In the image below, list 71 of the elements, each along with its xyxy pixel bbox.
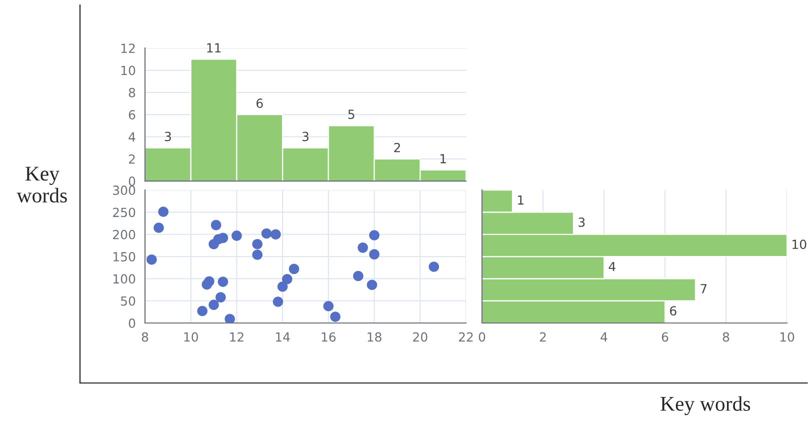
data-label: 11 bbox=[207, 43, 221, 52]
point bbox=[270, 229, 281, 240]
y-tick-label: 100 bbox=[113, 274, 136, 284]
point bbox=[204, 276, 214, 286]
point bbox=[154, 222, 164, 233]
x-tick-label: 14 bbox=[276, 332, 290, 342]
x-tick-label: 10 bbox=[184, 332, 198, 342]
y-tick-label: 50 bbox=[121, 296, 136, 306]
point bbox=[277, 282, 288, 292]
x-tick-label: 10 bbox=[780, 332, 794, 342]
x-tick-label: 8 bbox=[722, 332, 730, 342]
y-tick-label: 4 bbox=[128, 132, 136, 142]
point bbox=[197, 306, 208, 316]
x-tick-label: 16 bbox=[322, 332, 336, 342]
data-label: 6 bbox=[670, 306, 676, 316]
point bbox=[252, 250, 262, 260]
point bbox=[208, 300, 219, 310]
point bbox=[428, 262, 440, 272]
point bbox=[353, 270, 364, 282]
point bbox=[261, 228, 272, 239]
data-label: 2 bbox=[394, 142, 400, 152]
data-label: 3 bbox=[578, 217, 585, 227]
x-tick-label: 0 bbox=[478, 332, 486, 342]
point bbox=[288, 264, 300, 274]
point bbox=[158, 206, 168, 217]
x-tick-label: 22 bbox=[458, 332, 473, 342]
y-tick-label: 300 bbox=[113, 186, 136, 195]
x-tick-label: 6 bbox=[662, 332, 668, 342]
y-tick-label: 10 bbox=[121, 66, 136, 76]
x-tick-label: 12 bbox=[230, 332, 244, 342]
y-tick-label: 0 bbox=[128, 318, 136, 328]
point bbox=[232, 230, 242, 241]
x-tick-label: 18 bbox=[368, 332, 382, 342]
point bbox=[323, 301, 334, 312]
point bbox=[216, 292, 226, 302]
data-label: 6 bbox=[256, 98, 263, 108]
y-tick-label: 8 bbox=[128, 88, 136, 98]
point bbox=[252, 238, 262, 250]
point bbox=[218, 276, 228, 287]
point bbox=[358, 242, 368, 253]
y-tick-label: 200 bbox=[113, 230, 136, 240]
data-label: 7 bbox=[700, 284, 707, 294]
point bbox=[330, 312, 340, 322]
point bbox=[210, 220, 222, 230]
point bbox=[366, 280, 378, 290]
text: Key words bbox=[660, 396, 750, 416]
x-tick-label: 20 bbox=[413, 332, 428, 342]
y-tick-label: 250 bbox=[113, 208, 136, 218]
data-label: 3 bbox=[164, 132, 171, 142]
y-tick-label: 150 bbox=[113, 252, 136, 262]
point bbox=[369, 249, 380, 260]
x-tick-label: 4 bbox=[600, 332, 608, 342]
y-tick-label: 6 bbox=[128, 110, 136, 120]
data-label: 1 bbox=[440, 154, 446, 164]
x-tick-label: 2 bbox=[540, 332, 546, 342]
data-label: 10 bbox=[792, 240, 806, 250]
data-label: 1 bbox=[518, 195, 524, 205]
data-label: 3 bbox=[302, 132, 308, 142]
text: Key words bbox=[16, 166, 67, 203]
data-label: 4 bbox=[608, 262, 616, 272]
point bbox=[369, 230, 380, 240]
y-tick-label: 0 bbox=[128, 176, 136, 186]
point bbox=[146, 254, 157, 265]
y-tick-label: 2 bbox=[128, 154, 135, 164]
point bbox=[218, 232, 228, 244]
y-tick-label: 12 bbox=[121, 44, 135, 53]
x-tick-label: 8 bbox=[142, 332, 148, 342]
point bbox=[224, 314, 235, 323]
point bbox=[272, 296, 284, 307]
data-label: 5 bbox=[348, 110, 354, 120]
point bbox=[282, 274, 292, 284]
